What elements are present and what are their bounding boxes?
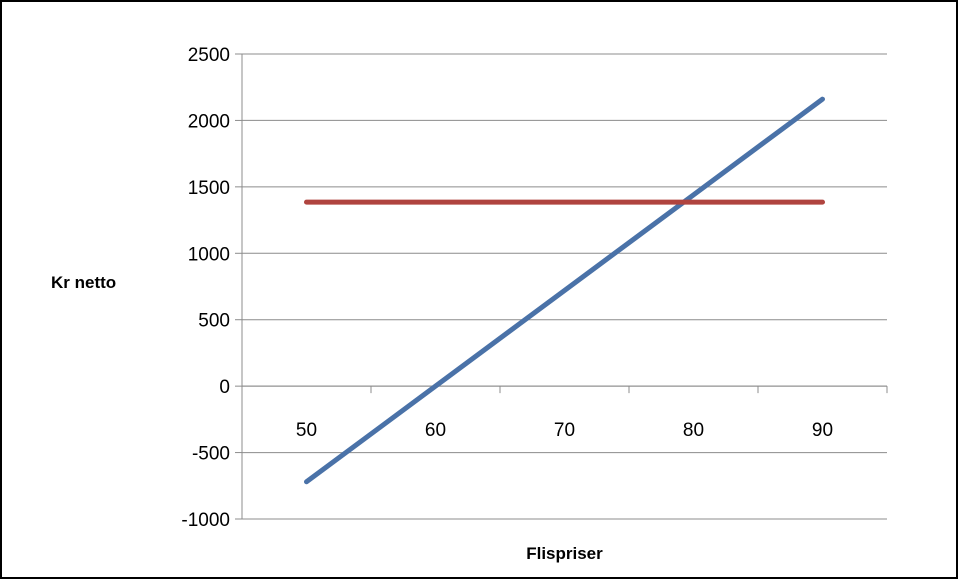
y-tick-label: 0 xyxy=(219,377,230,398)
x-tick-label: 50 xyxy=(296,420,317,441)
x-tick-label: 70 xyxy=(554,420,575,441)
y-tick-label: 2500 xyxy=(188,45,230,66)
y-axis-title: Kr netto xyxy=(51,273,116,292)
x-tick-label: 60 xyxy=(425,420,446,441)
x-axis-title: Flispriser xyxy=(526,544,603,563)
y-tick-label: 1500 xyxy=(188,178,230,199)
y-tick-label: 1000 xyxy=(188,244,230,265)
y-tick-labels: 2500 2000 1500 1000 500 0 -500 -1000 xyxy=(181,45,230,531)
axes xyxy=(241,54,888,519)
y-tick-label: 2000 xyxy=(188,111,230,132)
series-layer xyxy=(304,96,825,485)
y-tick-label: -500 xyxy=(192,444,230,465)
x-tick-label: 90 xyxy=(812,420,833,441)
series-line-1 xyxy=(304,96,825,485)
y-tick-label: -1000 xyxy=(181,510,230,531)
x-tick-label: 80 xyxy=(683,420,704,441)
x-tick-labels: 50 60 70 80 90 xyxy=(296,420,833,441)
y-tick-label: 500 xyxy=(198,311,230,332)
